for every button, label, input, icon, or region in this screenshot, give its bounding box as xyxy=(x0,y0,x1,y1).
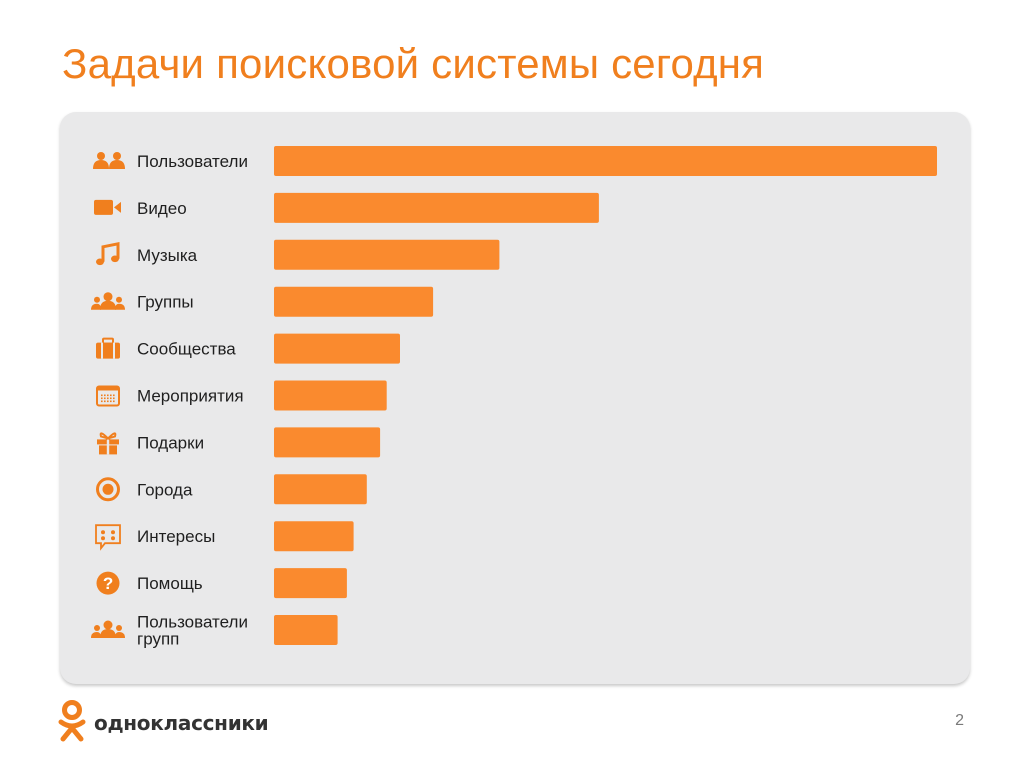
category-label: Видео xyxy=(137,199,187,218)
category-label: Пользователи xyxy=(137,152,248,171)
bar xyxy=(274,521,354,552)
bar xyxy=(274,239,500,270)
users-icon xyxy=(93,152,125,169)
category-label: Группы xyxy=(137,293,194,312)
group-icon xyxy=(91,292,125,310)
bar xyxy=(274,286,434,317)
bar xyxy=(274,474,367,505)
bar xyxy=(274,568,347,599)
category-label: Города xyxy=(137,480,193,499)
video-camera-icon xyxy=(94,199,121,215)
category-label: Интересы xyxy=(137,527,215,546)
category-label: Музыка xyxy=(137,246,198,265)
footer-logo: одноклассники xyxy=(58,700,269,742)
ok-logo-icon xyxy=(58,700,86,742)
bar xyxy=(274,146,937,176)
help-icon: ? xyxy=(96,571,120,595)
svg-text:?: ? xyxy=(103,574,113,593)
calendar-icon xyxy=(96,385,120,407)
bar-chart: ? Пользователи Видео Музыка Группы Сообществ… xyxy=(91,146,937,649)
bar xyxy=(274,333,400,364)
category-label: Мероприятия xyxy=(137,387,244,406)
bar xyxy=(274,192,599,223)
category-label: Помощь xyxy=(137,574,203,593)
group-users-icon xyxy=(91,620,125,638)
bar xyxy=(274,615,338,645)
page-number: 2 xyxy=(955,712,964,729)
bar xyxy=(274,380,387,411)
music-note-icon xyxy=(96,241,120,266)
brand-name: одноклассники xyxy=(94,711,269,735)
interests-icon xyxy=(95,524,121,551)
chart-panel: ? Пользователи Видео Музыка Группы Сообществ… xyxy=(60,112,970,684)
gift-icon xyxy=(97,432,119,455)
category-label: Сообщества xyxy=(137,340,236,359)
category-label: групп xyxy=(137,630,179,649)
category-label: Подарки xyxy=(137,433,204,452)
bar xyxy=(274,427,381,458)
slide-title: Задачи поисковой системы сегодня xyxy=(62,40,765,87)
target-icon xyxy=(96,477,120,502)
briefcase-icon xyxy=(96,337,120,359)
category-label: Пользователи xyxy=(137,613,248,632)
